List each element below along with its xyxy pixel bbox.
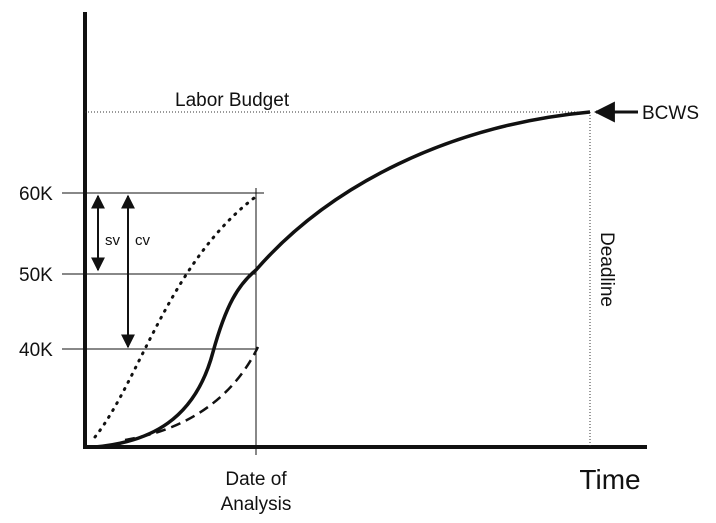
budget-label: Labor Budget <box>175 90 290 111</box>
sv-label: sv <box>105 232 121 249</box>
deadline-label: Deadline <box>596 232 617 307</box>
analysis-label: Analysis <box>221 494 292 515</box>
y-label: 50K <box>19 265 53 286</box>
y-label: 40K <box>19 340 53 361</box>
analysis-label: Date of <box>225 469 287 490</box>
bcws-label: BCWS <box>642 103 699 124</box>
cv-label: cv <box>135 232 151 249</box>
bcwp-curve <box>93 193 260 439</box>
bcws-curve <box>94 110 591 449</box>
acwp-curve <box>124 346 260 442</box>
y-label: 60K <box>19 184 53 205</box>
time-label: Time <box>579 464 640 495</box>
